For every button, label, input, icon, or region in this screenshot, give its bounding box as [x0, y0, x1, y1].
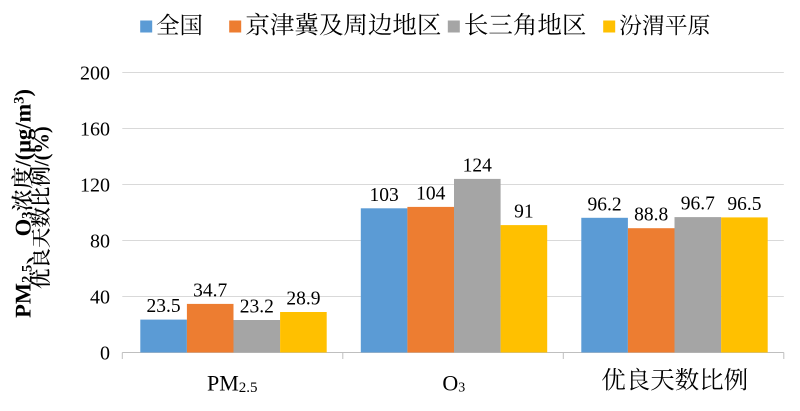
svg-text:80: 80 [90, 230, 110, 252]
svg-text:88.8: 88.8 [634, 205, 668, 226]
svg-text:124: 124 [463, 155, 493, 176]
svg-text:91: 91 [514, 202, 534, 223]
svg-text:96.2: 96.2 [588, 194, 622, 215]
svg-text:120: 120 [80, 174, 110, 196]
svg-text:PM2.5: PM2.5 [207, 370, 258, 396]
svg-text:28.9: 28.9 [286, 289, 320, 310]
svg-text:96.5: 96.5 [727, 194, 761, 215]
svg-text:200: 200 [80, 62, 110, 84]
svg-text:0: 0 [100, 342, 110, 364]
svg-text:34.7: 34.7 [193, 280, 227, 301]
svg-text:23.5: 23.5 [147, 296, 181, 317]
svg-text:96.7: 96.7 [681, 194, 715, 215]
svg-text:103: 103 [369, 185, 398, 206]
svg-text:40: 40 [90, 286, 110, 308]
svg-text:23.2: 23.2 [240, 297, 274, 318]
svg-text:104: 104 [416, 183, 446, 204]
svg-text:160: 160 [80, 118, 110, 140]
